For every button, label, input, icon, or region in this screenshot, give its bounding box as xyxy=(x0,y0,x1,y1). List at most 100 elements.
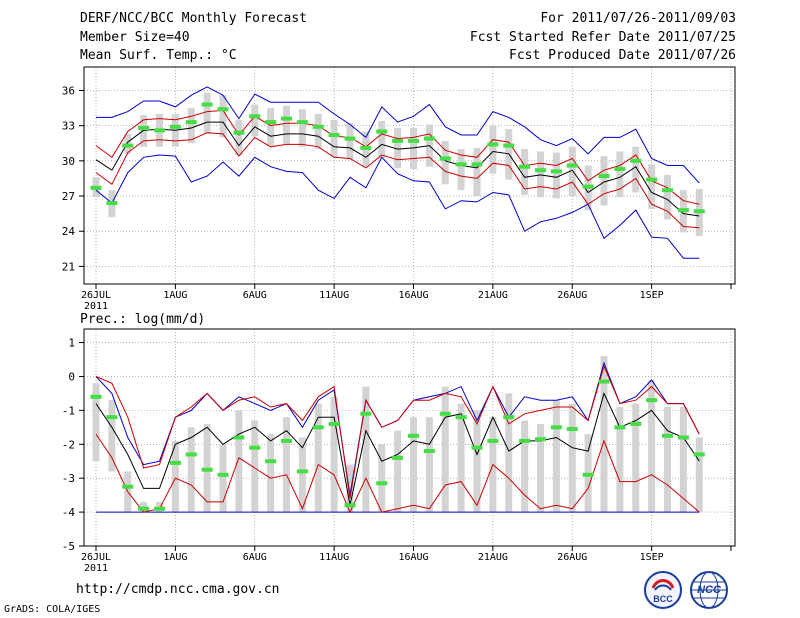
temp-box xyxy=(235,119,243,155)
temp-median-mark xyxy=(535,168,546,173)
prec-median-mark xyxy=(249,445,261,450)
temp-median-mark xyxy=(503,143,515,148)
prec-ytick-label: 1 xyxy=(68,337,75,350)
temp-median-mark xyxy=(344,136,356,141)
produced-date: Fcst Produced Date 2011/07/26 xyxy=(509,48,736,63)
prec-median-mark xyxy=(106,415,118,420)
temp-median-mark xyxy=(662,188,673,193)
prec-ytick-label: -2 xyxy=(62,438,75,451)
temp-median-mark xyxy=(392,138,404,143)
prec-median-mark xyxy=(662,433,673,438)
prec-box xyxy=(441,386,449,513)
temp-median-mark xyxy=(233,130,245,135)
prec-median-mark xyxy=(185,452,197,457)
prec-xtick-label: 16AUG xyxy=(398,552,428,563)
prec-median-mark xyxy=(439,411,451,416)
temp-median-mark xyxy=(376,129,388,134)
prec-box xyxy=(425,417,433,513)
prec-median-mark xyxy=(471,445,483,450)
prec-median-mark xyxy=(646,398,658,403)
temp-box xyxy=(457,149,465,191)
prec-box xyxy=(330,396,338,513)
temp-max-line xyxy=(96,86,700,184)
prec-median-mark xyxy=(392,455,404,460)
temp-median-mark xyxy=(423,136,435,141)
temp-xtick-year: 2011 xyxy=(84,301,108,312)
prec-median-mark xyxy=(535,437,546,442)
temp-box xyxy=(187,108,195,144)
prec-median-mark xyxy=(265,459,277,464)
prec-median-mark xyxy=(487,438,499,443)
prec-median-mark xyxy=(630,421,642,426)
temp-box xyxy=(489,125,497,174)
temp-median-mark xyxy=(328,133,340,138)
prec-box xyxy=(251,420,259,513)
temp-median-mark xyxy=(646,177,658,182)
prec-median-mark xyxy=(154,506,165,511)
prec-xtick-label: 6AUG xyxy=(243,552,267,563)
temp-box xyxy=(632,146,640,193)
temp-box xyxy=(267,108,275,146)
prec-box xyxy=(108,400,116,472)
temp-xtick-label: 11AUG xyxy=(319,290,349,301)
prec-median-mark xyxy=(566,427,578,432)
prec-mean-minus-line xyxy=(95,433,700,514)
temp-xtick-label: 6AUG xyxy=(243,290,267,301)
prec-box xyxy=(505,393,513,513)
temp-box xyxy=(203,92,211,134)
prec-panel-title: Prec.: log(mm/d) xyxy=(80,312,205,327)
prec-box xyxy=(267,434,275,513)
prec-median-mark xyxy=(169,460,181,465)
ncc-logo-text: NCC xyxy=(697,584,721,596)
temp-ytick-label: 24 xyxy=(62,225,76,238)
prec-box xyxy=(92,383,100,462)
prec-xtick-year: 2011 xyxy=(84,563,108,574)
prec-median-mark xyxy=(614,425,626,430)
temp-box xyxy=(346,123,354,160)
temp-frame xyxy=(83,66,736,285)
temp-mean-line xyxy=(95,121,700,217)
temp-median-mark xyxy=(677,208,689,213)
temp-median-mark xyxy=(487,142,499,147)
temp-box xyxy=(394,127,402,168)
prec-box xyxy=(568,403,576,513)
temp-box xyxy=(298,109,306,147)
temp-xtick-label: 1SEP xyxy=(640,290,664,301)
prec-median-mark xyxy=(328,421,340,426)
prec-median-mark xyxy=(201,467,213,472)
temp-box xyxy=(473,147,481,197)
temp-median-mark xyxy=(138,125,150,130)
prec-xtick-label: 1AUG xyxy=(163,552,187,563)
temp-median-mark xyxy=(169,124,181,129)
prec-median-mark xyxy=(408,433,419,438)
prec-box xyxy=(600,356,608,513)
prec-box xyxy=(410,417,417,513)
temp-box xyxy=(600,156,608,206)
temp-box xyxy=(251,104,259,137)
bcc-emblem-icon xyxy=(644,571,682,609)
source-url[interactable]: http://cmdp.ncc.cma.gov.cn xyxy=(76,582,280,597)
temp-median-mark xyxy=(281,116,292,121)
temp-median-mark xyxy=(185,120,197,125)
prec-median-mark xyxy=(233,435,245,440)
prec-median-mark xyxy=(312,425,324,430)
temp-xtick-label: 21AUG xyxy=(478,290,508,301)
prec-box xyxy=(394,430,402,513)
prec-median-mark xyxy=(677,435,689,440)
prec-mean-line xyxy=(95,391,700,506)
temp-median-mark xyxy=(439,156,451,161)
temp-median-mark xyxy=(249,114,261,119)
temp-box xyxy=(441,140,449,185)
prec-median-mark xyxy=(423,449,435,454)
temp-median-mark xyxy=(296,120,308,125)
member-size: Member Size=40 xyxy=(80,30,190,45)
temp-median-mark xyxy=(122,143,134,148)
ncc-logo: NCC xyxy=(689,570,729,610)
prec-median-mark xyxy=(550,425,562,430)
prec-median-mark xyxy=(296,469,308,474)
temp-median-mark xyxy=(455,162,467,167)
prec-box xyxy=(537,423,544,513)
temp-xtick-label: 1AUG xyxy=(163,290,187,301)
prec-median-mark xyxy=(90,394,102,399)
temp-box xyxy=(664,174,671,220)
